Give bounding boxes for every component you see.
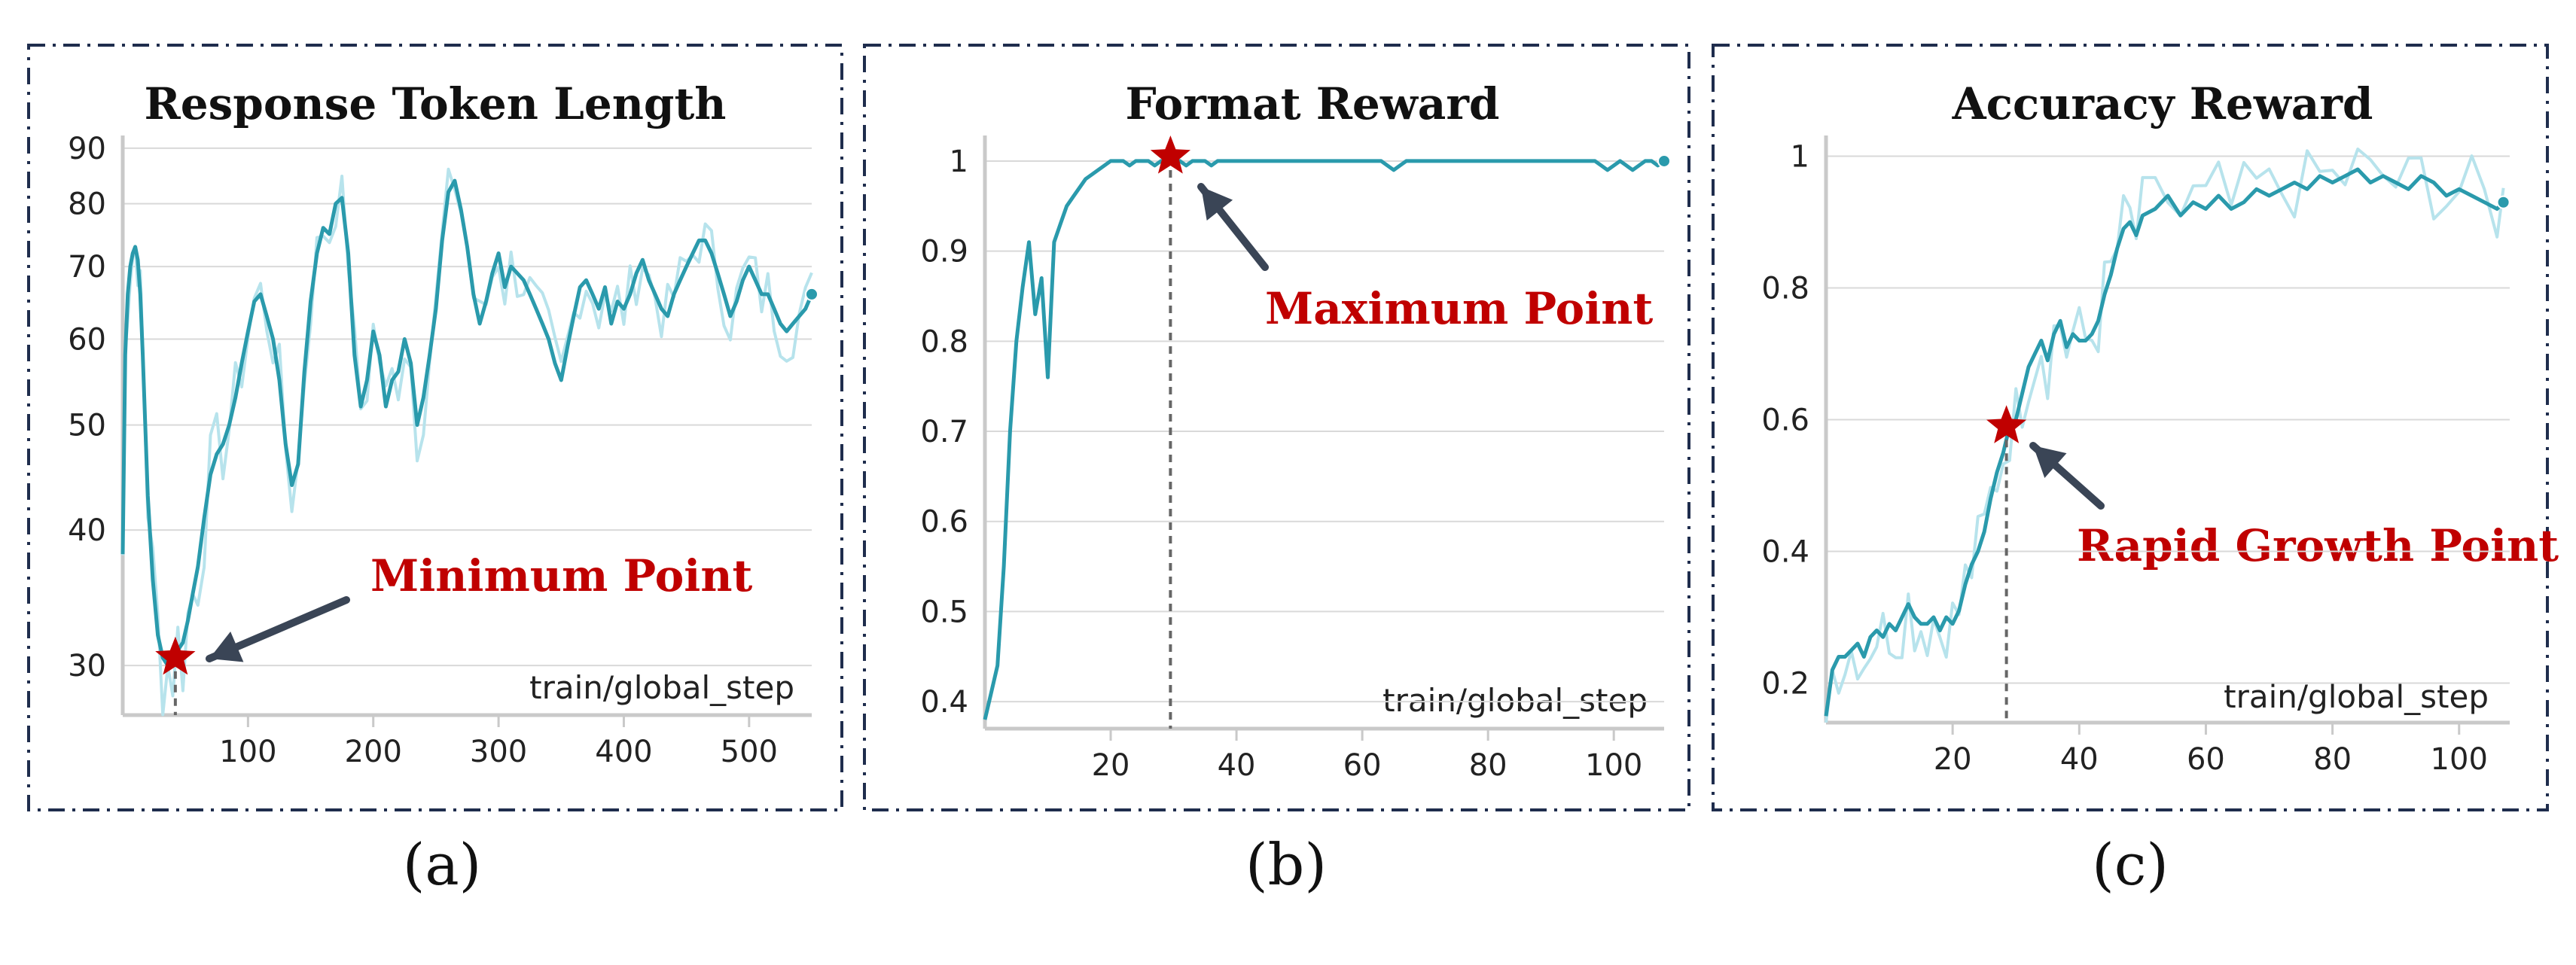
series-end-marker xyxy=(805,287,819,301)
y-tick-label: 0.7 xyxy=(920,415,968,449)
annotation-label: Maximum Point xyxy=(1265,283,1653,334)
x-tick-label: 20 xyxy=(1092,748,1130,783)
x-tick-label: 80 xyxy=(2313,742,2352,777)
chart-title: Accuracy Reward xyxy=(1952,78,2373,129)
x-tick-label: 200 xyxy=(345,735,402,769)
x-tick-label: 100 xyxy=(1585,748,1642,783)
x-axis-label: train/global_step xyxy=(1383,682,1648,719)
x-tick-label: 100 xyxy=(2431,742,2488,777)
y-tick-label: 0.8 xyxy=(1761,272,1809,306)
y-tick-label: 0.6 xyxy=(1761,403,1809,438)
x-tick-label: 500 xyxy=(721,735,778,769)
panel-response-token-length: Response Token Length train/global_step … xyxy=(27,44,843,898)
series-end-marker xyxy=(1657,154,1671,168)
y-tick-label: 0.8 xyxy=(920,324,968,359)
x-tick-label: 60 xyxy=(2187,742,2225,777)
panel-frame xyxy=(863,44,1690,811)
annotation-arrow-head xyxy=(2033,446,2067,478)
y-tick-label: 40 xyxy=(68,513,106,548)
y-tick-label: 1 xyxy=(1791,140,1809,175)
x-tick-label: 20 xyxy=(1934,742,1972,777)
annotation-arrow-head xyxy=(1201,187,1233,221)
annotation-label: Rapid Growth Point xyxy=(2077,520,2559,571)
series-end-marker xyxy=(2496,195,2510,209)
x-axis-label: train/global_step xyxy=(529,669,794,706)
series-line xyxy=(120,178,814,668)
subfigure-label: (b) xyxy=(1245,831,1327,898)
y-tick-label: 50 xyxy=(68,409,106,443)
y-tick-label: 1 xyxy=(950,145,968,179)
x-tick-label: 400 xyxy=(595,735,652,769)
y-tick-label: 30 xyxy=(68,649,106,683)
x-tick-label: 300 xyxy=(470,735,527,769)
raw-series-line xyxy=(1825,148,2505,723)
annotation-star-marker xyxy=(155,636,196,675)
x-axis-label: train/global_step xyxy=(2224,678,2489,715)
annotation-star-marker xyxy=(1150,135,1190,174)
y-tick-label: 60 xyxy=(68,323,106,358)
panel-accuracy-reward: Accuracy Reward train/global_step Rapid … xyxy=(1712,44,2559,898)
chart-title: Response Token Length xyxy=(145,78,727,129)
y-tick-label: 80 xyxy=(68,187,106,222)
panel-frame xyxy=(1712,44,2549,811)
y-tick-label: 70 xyxy=(68,250,106,285)
x-tick-label: 40 xyxy=(1218,748,1256,783)
y-tick-label: 90 xyxy=(68,132,106,166)
x-tick-label: 60 xyxy=(1343,748,1382,783)
x-tick-label: 80 xyxy=(1469,748,1507,783)
subfigure-label: (a) xyxy=(403,831,482,898)
annotation-star-marker xyxy=(1986,405,2027,443)
annotation-arrow-head xyxy=(209,632,244,662)
y-tick-label: 0.2 xyxy=(1761,667,1809,702)
series-line xyxy=(1824,167,2505,717)
chart-title: Format Reward xyxy=(1126,78,1500,129)
y-tick-label: 0.4 xyxy=(1761,535,1809,570)
y-tick-label: 0.4 xyxy=(920,685,968,720)
panel-format-reward: Format Reward train/global_step Maximum … xyxy=(863,44,1690,898)
x-tick-label: 100 xyxy=(219,735,276,769)
series-line xyxy=(983,159,1666,720)
panel-frame xyxy=(27,44,843,811)
x-tick-label: 40 xyxy=(2060,742,2099,777)
y-tick-label: 0.5 xyxy=(920,595,968,629)
y-tick-label: 0.6 xyxy=(920,505,968,540)
y-tick-label: 0.9 xyxy=(920,235,968,269)
subfigure-label: (c) xyxy=(2092,831,2169,898)
annotation-label: Minimum Point xyxy=(370,550,752,601)
